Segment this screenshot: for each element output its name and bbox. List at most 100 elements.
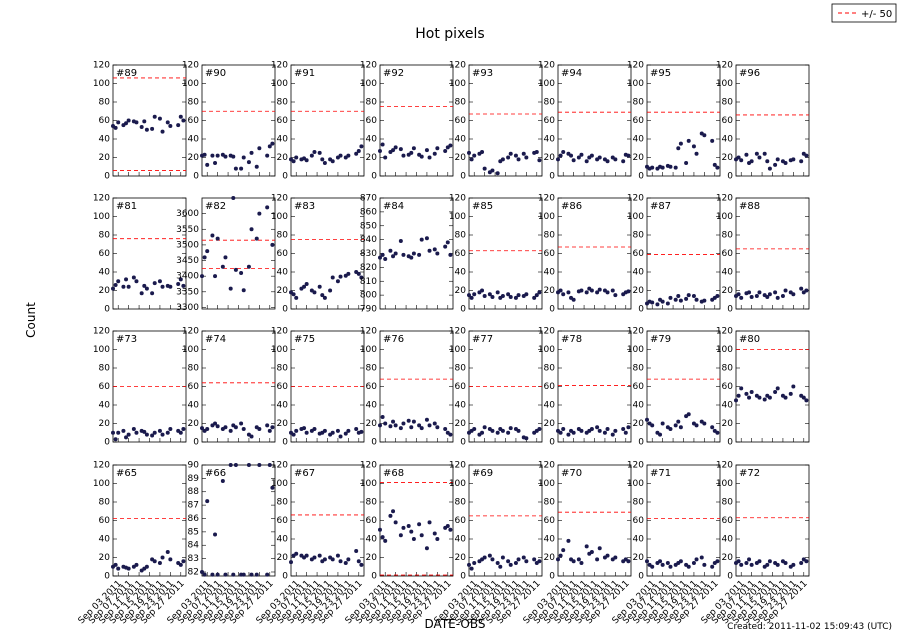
panel-data (289, 386, 364, 439)
y-tick-label: 0 (727, 438, 733, 448)
y-tick-label: 40 (722, 535, 734, 545)
point (678, 141, 683, 146)
point (524, 155, 529, 160)
panel: 0 20 40 60 80 100 120 #78 (538, 327, 632, 448)
point (521, 555, 526, 560)
y-tick-label: 20 (277, 553, 289, 563)
point (113, 562, 118, 567)
point (200, 274, 204, 279)
point (490, 557, 495, 562)
plot-area (557, 197, 632, 310)
point (270, 141, 275, 146)
point (398, 426, 403, 431)
point (584, 159, 589, 164)
point (233, 425, 238, 430)
y-tick-label: 20 (633, 286, 645, 296)
panel-title: #86 (561, 201, 582, 212)
point (383, 538, 388, 543)
point (448, 527, 453, 532)
point (626, 425, 631, 430)
y-tick-label: 60 (544, 249, 556, 259)
panel: 0 20 40 60 80 100 120 #93 (449, 61, 543, 182)
point (267, 428, 272, 433)
point (579, 152, 584, 157)
panel-title: #88 (739, 201, 760, 212)
point (388, 513, 393, 518)
point (773, 162, 778, 167)
y-tick-label: 100 (93, 79, 110, 89)
y-tick-label: 60 (455, 516, 467, 526)
point (487, 553, 492, 558)
point (508, 151, 513, 156)
point (231, 196, 236, 200)
point (556, 557, 560, 562)
point (152, 430, 157, 435)
point (249, 434, 254, 439)
y-tick-label: 20 (633, 153, 645, 163)
point (398, 239, 403, 244)
point (739, 295, 744, 300)
point (320, 157, 325, 162)
panel-data (289, 110, 364, 166)
panel-title: #77 (472, 334, 493, 345)
point (467, 293, 471, 298)
y-tick-label: 60 (544, 382, 556, 392)
point (267, 463, 272, 467)
point (330, 159, 335, 164)
y-tick-label: 100 (449, 212, 466, 222)
y-tick-label: 100 (360, 479, 377, 489)
point (131, 275, 136, 280)
point (566, 538, 571, 543)
y-tick-label: 120 (716, 61, 733, 71)
point (747, 395, 752, 400)
y-tick-label: 120 (271, 461, 288, 471)
y-tick-label: 120 (360, 327, 377, 337)
y-tick-label: 120 (627, 327, 644, 337)
point (142, 119, 147, 124)
panel: 0 20 40 60 80 100 120 #80 (716, 327, 810, 448)
y-tick-label: 80 (188, 364, 200, 374)
point (246, 160, 251, 165)
point (534, 293, 539, 298)
point (294, 155, 299, 160)
point (537, 559, 542, 564)
point (747, 290, 752, 295)
point (791, 562, 796, 567)
point (506, 559, 511, 564)
point (383, 421, 388, 426)
point (650, 423, 655, 428)
point (176, 282, 181, 287)
point (304, 158, 309, 163)
point (508, 294, 513, 299)
y-tick-label: 120 (93, 194, 110, 204)
y-tick-label: 3450 (176, 256, 199, 266)
point (597, 155, 602, 160)
point (116, 279, 121, 284)
point (482, 425, 487, 430)
panel: 0 20 40 60 80 100 120 #86 (538, 194, 632, 315)
y-tick-label: 0 (638, 572, 644, 582)
point (749, 159, 754, 164)
y-tick-label: 100 (182, 79, 199, 89)
y-tick-label: 60 (277, 516, 289, 526)
point (686, 293, 691, 298)
point (513, 561, 518, 566)
y-tick-label: 100 (627, 345, 644, 355)
y-tick-label: 0 (282, 172, 288, 182)
point (589, 549, 594, 554)
point (613, 428, 618, 433)
point (686, 138, 691, 143)
point (354, 549, 359, 554)
point (589, 288, 594, 293)
panel: 0 20 40 60 80 100 120 #76 (360, 327, 454, 448)
plot-area (646, 197, 721, 310)
y-tick-label: 850 (360, 221, 377, 231)
y-tick-label: 0 (193, 438, 199, 448)
point (610, 288, 615, 293)
point (576, 155, 581, 160)
y-tick-label: 60 (99, 116, 111, 126)
y-tick-label: 20 (455, 419, 467, 429)
point (144, 564, 149, 569)
point (645, 417, 649, 422)
point (142, 283, 147, 288)
